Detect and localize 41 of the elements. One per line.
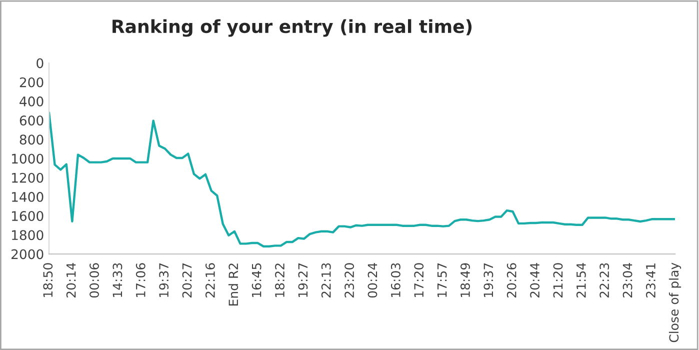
x-tick-label: 17:20: [414, 263, 424, 297]
x-tick-label: 18:22: [275, 264, 284, 297]
x-tick-label: 22:13: [321, 263, 331, 298]
x-tick-label: 17:57: [437, 263, 447, 297]
x-tick-label: 00:06: [90, 263, 99, 298]
x-tick-label: 21:20: [553, 263, 563, 298]
x-tick-label: 16:45: [252, 263, 262, 297]
y-tick-label: 400: [20, 96, 44, 106]
line-series: [49, 112, 675, 248]
x-tick-label: 18:50: [43, 263, 53, 297]
y-tick-label: 600: [20, 116, 44, 126]
x-tick-label: 18:49: [460, 263, 470, 297]
y-tick-label: 1000: [12, 154, 44, 164]
x-tick-label: 19:27: [298, 263, 308, 297]
y-tick-label: 1200: [12, 172, 44, 183]
x-tick-label: 21:54: [576, 263, 586, 298]
x-tick-label: 20:14: [66, 263, 76, 298]
y-tick-label: 200: [20, 77, 44, 88]
x-tick-label: End R2: [228, 264, 238, 306]
x-tick-label: 23:41: [646, 263, 656, 298]
x-tick-label: 16:03: [390, 263, 400, 297]
x-tick-label: 22:23: [600, 263, 610, 298]
y-tick-label: 0: [36, 58, 44, 68]
x-tick-label: 22:16: [205, 263, 215, 298]
x-tick-label: Close of play: [668, 262, 682, 342]
x-tick-label: 17:06: [136, 263, 146, 297]
x-tick-label: 14:33: [112, 263, 122, 297]
y-tick-label: 800: [20, 134, 44, 145]
x-tick-label: 23:20: [344, 263, 354, 298]
y-tick-label: 1600: [12, 211, 44, 221]
y-tick-label: 1400: [12, 192, 44, 202]
x-tick-label: 19:37: [159, 263, 169, 297]
x-tick-label: 00:24: [368, 263, 378, 298]
x-tick-label: 20:44: [530, 263, 540, 298]
y-tick-label: 1800: [12, 230, 44, 240]
x-tick-label: 19:37: [484, 263, 494, 297]
x-tick-label: 20:26: [506, 263, 516, 298]
x-tick-label: 23:04: [622, 263, 632, 298]
chart-title: Ranking of your entry (in real time): [112, 19, 472, 37]
y-tick-label: 2000: [12, 249, 44, 260]
x-tick-label: 20:27: [182, 263, 192, 298]
